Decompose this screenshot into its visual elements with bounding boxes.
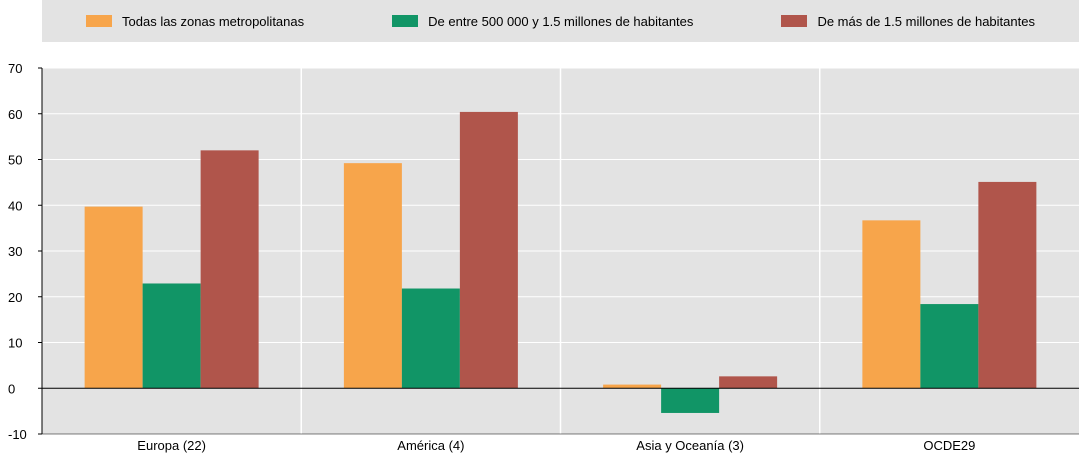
x-tick-label: América (4): [397, 438, 464, 453]
y-tick-label: 60: [8, 107, 22, 122]
bar-0-1: [142, 283, 201, 389]
bar-2-0: [603, 384, 662, 389]
y-tick-label: 40: [8, 198, 22, 213]
legend-item-todas: Todas las zonas metropolitanas: [86, 14, 304, 29]
legend: Todas las zonas metropolitanas De entre …: [42, 0, 1079, 42]
bar-1-2: [459, 111, 518, 389]
legend-swatch-todas: [86, 15, 113, 27]
legend-label-medianas: De entre 500 000 y 1.5 millones de habit…: [428, 13, 694, 29]
legend-item-medianas: De entre 500 000 y 1.5 millones de habit…: [392, 14, 693, 29]
bar-2-2: [719, 376, 778, 389]
y-tick-label: 30: [8, 244, 22, 259]
legend-swatch-grandes: [781, 15, 808, 27]
bar-1-0: [343, 163, 402, 389]
legend-label-todas: Todas las zonas metropolitanas: [122, 13, 305, 29]
legend-swatch-medianas: [392, 15, 419, 27]
y-tick-label: 70: [8, 61, 22, 76]
y-tick-label: 10: [8, 336, 22, 351]
y-tick-label: -10: [8, 427, 27, 442]
x-tick-label: OCDE29: [923, 438, 975, 453]
bar-3-0: [862, 220, 921, 389]
bar-0-2: [200, 150, 259, 389]
legend-item-grandes: De más de 1.5 millones de habitantes: [781, 14, 1035, 29]
x-tick-label: Asia y Oceanía (3): [636, 438, 744, 453]
bar-3-1: [920, 304, 979, 389]
y-tick-label: 20: [8, 290, 22, 305]
x-tick-label: Europa (22): [137, 438, 206, 453]
y-tick-label: 50: [8, 153, 22, 168]
y-tick-label: 0: [8, 381, 15, 396]
bar-2-1: [661, 388, 720, 413]
bar-3-2: [978, 181, 1037, 389]
bar-1-1: [401, 288, 460, 389]
legend-label-grandes: De más de 1.5 millones de habitantes: [817, 13, 1035, 29]
bar-0-0: [84, 206, 143, 389]
